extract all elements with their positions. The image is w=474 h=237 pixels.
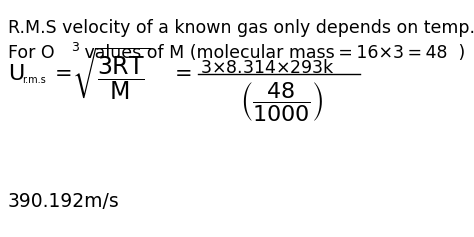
Text: $\sqrt{\dfrac{\mathregular{3RT}}{\mathregular{M}}}$: $\sqrt{\dfrac{\mathregular{3RT}}{\mathre… <box>72 45 150 103</box>
Text: 3: 3 <box>71 41 79 54</box>
Text: =: = <box>55 64 73 84</box>
Text: $\left(\dfrac{\mathregular{48}}{\mathregular{1000}}\right)$: $\left(\dfrac{\mathregular{48}}{\mathreg… <box>240 80 323 123</box>
Text: values of M (molecular mass = 16×3 = 48  ): values of M (molecular mass = 16×3 = 48 … <box>79 44 465 62</box>
Text: r.m.s: r.m.s <box>22 75 46 85</box>
Text: 3$\times$8.314$\times$293k: 3$\times$8.314$\times$293k <box>200 59 335 77</box>
Text: For O: For O <box>8 44 55 62</box>
Text: R.M.S velocity of a known gas only depends on temp.: R.M.S velocity of a known gas only depen… <box>8 19 474 37</box>
Text: 390.192m/s: 390.192m/s <box>8 192 120 211</box>
Text: $\mathregular{U}$: $\mathregular{U}$ <box>8 64 24 84</box>
Text: =: = <box>175 64 192 84</box>
